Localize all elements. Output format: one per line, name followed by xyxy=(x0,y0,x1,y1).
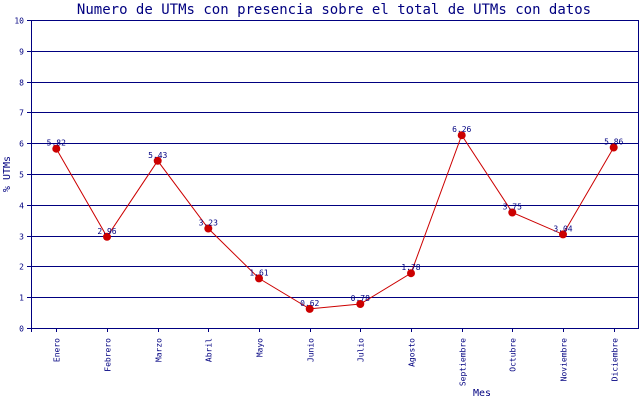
x-tick-label: Junio xyxy=(307,338,316,362)
y-tick-label: 7 xyxy=(19,109,24,118)
series xyxy=(52,131,618,313)
x-tick-label: Agosto xyxy=(408,338,417,367)
grid-lines xyxy=(31,20,639,329)
y-tick-label: 1 xyxy=(19,294,24,303)
y-tick-label: 4 xyxy=(19,202,24,211)
y-axis-label: % UTMs xyxy=(2,156,13,192)
data-label: 5.86 xyxy=(604,138,623,147)
x-axis-label: Mes xyxy=(473,388,491,399)
data-labels: 5.82 2.96 5.43 3.23 1.61 0.62 0.78 1.78 6.26 3.75… xyxy=(47,125,624,308)
data-label: 0.62 xyxy=(300,299,319,308)
series-line xyxy=(55,134,615,310)
y-tick-label: 5 xyxy=(19,171,24,180)
data-point xyxy=(255,274,263,283)
x-tick-label: Noviembre xyxy=(560,338,569,382)
chart-title: Numero de UTMs con presencia sobre el to… xyxy=(77,2,591,18)
x-tick-label: Octubre xyxy=(509,338,518,372)
axes xyxy=(27,20,639,332)
data-point xyxy=(204,224,213,233)
data-label: 1.61 xyxy=(249,268,268,277)
data-label: 1.78 xyxy=(401,263,420,272)
data-label: 5.43 xyxy=(148,151,167,160)
x-tick-label: Abril xyxy=(205,338,214,362)
x-tick-labels: Enero Febrero Marzo Abril Mayo Junio Julio Agos… xyxy=(53,338,620,386)
x-tick-label: Enero xyxy=(53,338,62,362)
y-tick-label: 8 xyxy=(19,79,24,88)
data-label: 5.82 xyxy=(47,139,66,148)
data-point xyxy=(356,300,365,308)
data-label: 0.78 xyxy=(351,294,370,303)
x-tick-label: Julio xyxy=(357,338,366,362)
data-point xyxy=(508,208,517,217)
y-tick-label: 10 xyxy=(14,17,24,26)
data-label: 3.75 xyxy=(503,203,522,212)
data-point xyxy=(103,232,111,241)
y-tick-label: 3 xyxy=(19,233,24,242)
data-point xyxy=(559,230,567,239)
data-label: 3.23 xyxy=(199,219,218,228)
data-point xyxy=(609,143,618,152)
y-tick-label: 0 xyxy=(19,325,24,334)
y-tick-labels: 0 1 2 3 4 5 6 7 8 9 10 xyxy=(14,17,24,334)
data-point xyxy=(457,131,466,140)
x-tick-label: Marzo xyxy=(155,338,164,362)
x-tick-label: Diciembre xyxy=(611,338,620,382)
data-label: 3.04 xyxy=(553,224,572,233)
data-point xyxy=(305,304,314,313)
y-tick-label: 9 xyxy=(19,48,24,57)
data-label: 6.26 xyxy=(452,125,471,134)
data-label: 2.96 xyxy=(97,227,116,236)
y-tick-label: 2 xyxy=(19,263,24,272)
x-tick-label: Mayo xyxy=(256,338,265,357)
x-tick-label: Febrero xyxy=(104,338,113,372)
y-tick-label: 6 xyxy=(19,140,24,149)
x-tick-label: Septiembre xyxy=(459,338,468,386)
data-point xyxy=(407,269,415,278)
data-point xyxy=(153,156,162,165)
data-point xyxy=(52,144,61,153)
